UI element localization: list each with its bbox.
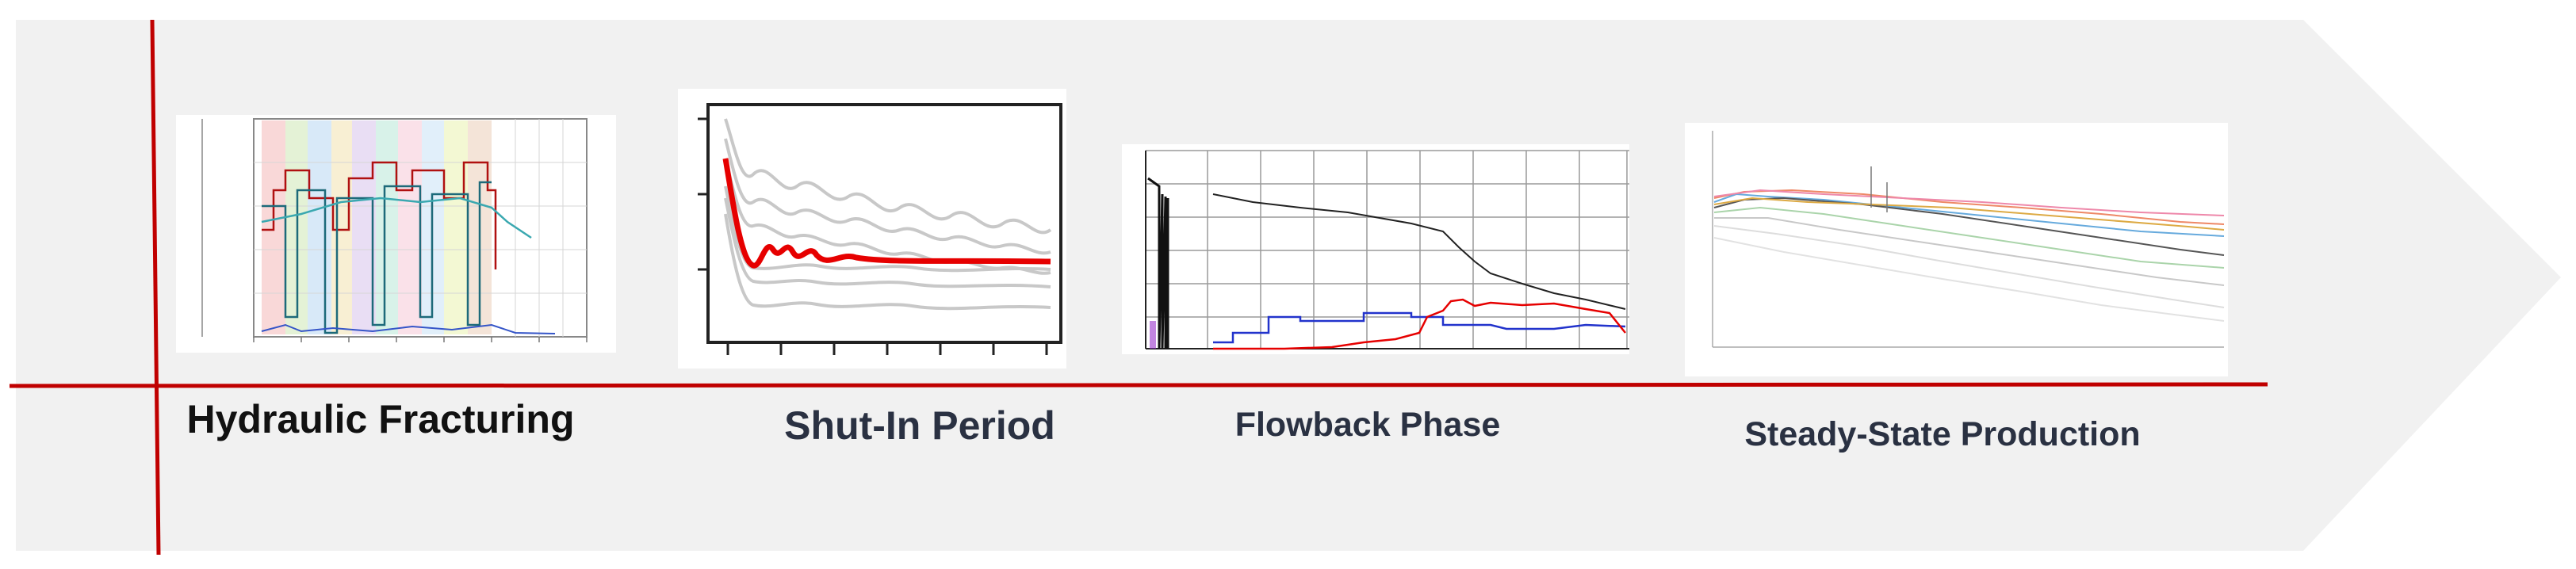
fracturing-chart-thumbnail bbox=[176, 115, 616, 353]
vertical-axis-line bbox=[150, 19, 161, 556]
stage-label-steady-state-production: Steady-State Production bbox=[1744, 415, 2141, 453]
production-chart-thumbnail bbox=[1685, 123, 2228, 376]
shutin-chart-thumbnail bbox=[678, 89, 1066, 369]
horizontal-axis-line bbox=[9, 382, 2268, 388]
stage-label-shut-in-period: Shut-In Period bbox=[784, 403, 1055, 448]
stage-label-hydraulic-fracturing: Hydraulic Fracturing bbox=[186, 397, 575, 441]
stage-label-flowback-phase: Flowback Phase bbox=[1234, 406, 1501, 444]
shutin-highlight-series bbox=[722, 158, 1051, 269]
flowback-chart-thumbnail bbox=[1122, 144, 1629, 354]
